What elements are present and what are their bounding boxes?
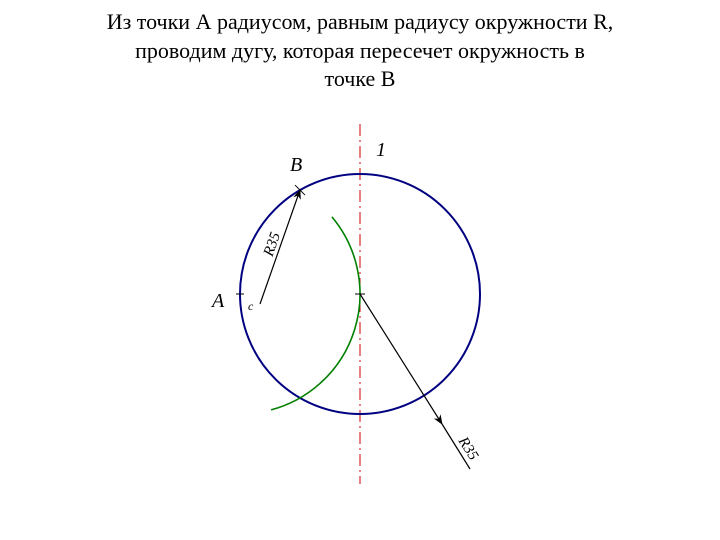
label-c-small: с	[248, 299, 253, 314]
radius-label-2: R35	[454, 433, 481, 463]
radius-label-1: R35	[261, 230, 285, 260]
label-1: 1	[376, 139, 386, 162]
caption: Из точки А радиусом, равным радиусу окру…	[0, 0, 720, 94]
label-B: В	[290, 154, 302, 177]
diagram: R35 R35 А В 1 с	[0, 94, 720, 534]
caption-line3: точке В	[40, 65, 680, 94]
diagram-svg: R35 R35	[0, 94, 720, 534]
label-A: А	[212, 290, 224, 313]
caption-line2: проводим дугу, которая пересечет окружно…	[40, 37, 680, 66]
caption-line1: Из точки А радиусом, равным радиусу окру…	[40, 8, 680, 37]
